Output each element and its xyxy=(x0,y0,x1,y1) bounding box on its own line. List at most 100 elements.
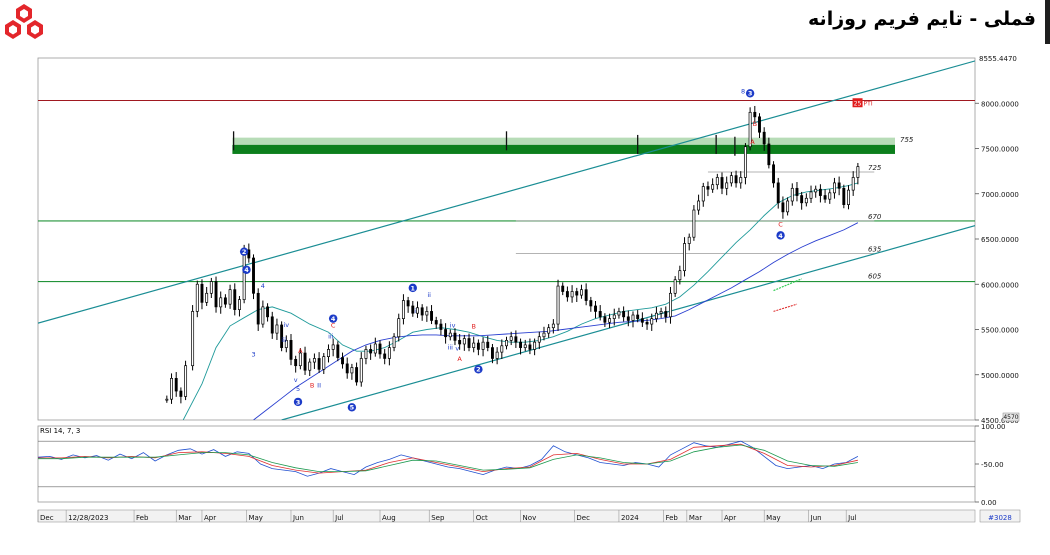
price-bar-body xyxy=(612,314,616,319)
x-tick-label: May xyxy=(248,514,262,522)
wave-label: 1 xyxy=(411,284,416,292)
price-bar-body xyxy=(467,338,471,348)
price-bar-body xyxy=(434,320,438,325)
price-bar-body xyxy=(228,289,232,305)
wave-label: 4 xyxy=(778,232,783,240)
rsi-y-tick-label: -50.00 xyxy=(981,461,1004,469)
wave-label: C xyxy=(331,322,336,330)
x-tick-label: 2024 xyxy=(621,514,639,522)
price-bar-body xyxy=(331,344,335,350)
price-bar-body xyxy=(725,182,729,189)
price-bar-body xyxy=(706,186,710,190)
wave-label: A xyxy=(457,355,462,363)
price-bar-body xyxy=(598,311,602,318)
price-bar-body xyxy=(847,189,850,205)
price-bar-body xyxy=(486,341,490,348)
x-tick-label: Sep xyxy=(431,514,445,522)
wave-label-circle xyxy=(347,403,357,412)
rsi-y-tick-label: 100.00 xyxy=(981,423,1006,431)
wave-label: A xyxy=(298,347,303,355)
price-bar-body xyxy=(837,182,841,189)
price-bar-body xyxy=(373,343,377,354)
price-bar-body xyxy=(303,352,307,371)
level-label: 755 xyxy=(900,136,914,144)
price-bar-body xyxy=(673,279,677,294)
price-bar-body xyxy=(165,398,169,401)
price-bar-body xyxy=(561,285,565,292)
price-bar-body xyxy=(776,182,780,204)
wave-label: 8 xyxy=(741,87,745,95)
header-bar: فملی - تایم فریم روزانه xyxy=(0,0,1050,44)
price-bar-body xyxy=(387,347,391,359)
price-bar-body xyxy=(832,182,836,194)
wave-label: iii xyxy=(281,336,287,344)
wave-label-circle xyxy=(408,283,417,293)
price-bar-body xyxy=(462,338,466,345)
x-tick-label: Jul xyxy=(847,514,857,522)
y-tick-label: 4500.0000 xyxy=(981,417,1019,425)
price-bar-body xyxy=(453,332,457,341)
pti-box xyxy=(852,98,863,108)
price-bar-body xyxy=(654,312,658,319)
footer-badge-box xyxy=(979,509,1021,523)
rsi-title: RSI 14, 7, 3 xyxy=(40,427,80,435)
price-bar-body xyxy=(495,351,499,359)
price-bar-body xyxy=(200,283,204,303)
price-bar-body xyxy=(842,187,846,205)
wave-label: PTI xyxy=(864,100,873,107)
axes: 4500.0000 5000.0000 5500.0000 6000.0000 6500… xyxy=(37,55,1021,523)
x-tick-label: Mar xyxy=(689,514,702,522)
price-bar-body xyxy=(650,318,654,325)
price-bar-body xyxy=(458,340,462,345)
price-bar-body xyxy=(823,195,827,200)
x-tick-label: Apr xyxy=(204,514,216,522)
price-bar-body xyxy=(565,291,569,298)
price-bar-body xyxy=(758,116,761,133)
wave-label: B xyxy=(310,381,314,389)
wave-label: A xyxy=(750,138,755,146)
price-panel-frame xyxy=(37,57,976,421)
wave-label: iii xyxy=(328,333,334,341)
price-bar-body xyxy=(439,323,443,330)
wave-label: i xyxy=(414,307,416,315)
price-bar-body xyxy=(575,291,579,296)
price-bar-body xyxy=(692,209,696,238)
wave-label-circle xyxy=(239,247,249,256)
wave-label-circle xyxy=(328,314,338,323)
price-bar-body xyxy=(795,187,799,196)
price-bar-body xyxy=(406,300,410,307)
price-bar-body xyxy=(594,305,597,312)
footer-badge: #3028 xyxy=(988,514,1012,522)
price-bar-body xyxy=(359,358,363,383)
price-bar-body xyxy=(355,367,359,383)
price-bar-body xyxy=(743,146,747,178)
price-bar-body xyxy=(312,358,316,363)
rsi-y-tick-label: 0.00 xyxy=(981,499,997,507)
price-bar-body xyxy=(416,307,419,314)
wave-label: iii xyxy=(448,343,454,351)
wave-label-circle xyxy=(242,265,251,274)
price-bar-body xyxy=(298,352,302,367)
price-bar-body xyxy=(364,349,368,359)
price-bar-body xyxy=(617,311,621,316)
price-bar-body xyxy=(308,361,312,371)
level-label: 635 xyxy=(868,245,882,253)
price-bar-body xyxy=(622,311,626,318)
x-tick-label: Dec xyxy=(40,514,54,522)
x-tick-label: Feb xyxy=(665,514,678,522)
price-bar-body xyxy=(547,327,551,334)
axis-badge: 4570 xyxy=(1003,414,1018,421)
price-bar-body xyxy=(697,200,701,211)
y-tick-label: 7000.0000 xyxy=(981,191,1019,199)
price-bar-body xyxy=(570,291,574,298)
pti-box-text: 25 xyxy=(854,100,862,107)
price-bar-body xyxy=(786,200,790,213)
price-bar-body xyxy=(519,341,523,348)
price-bar-body xyxy=(397,318,401,338)
price-bar-body xyxy=(767,143,771,166)
price-bar-body xyxy=(800,195,804,204)
price-bar-body xyxy=(701,186,705,202)
